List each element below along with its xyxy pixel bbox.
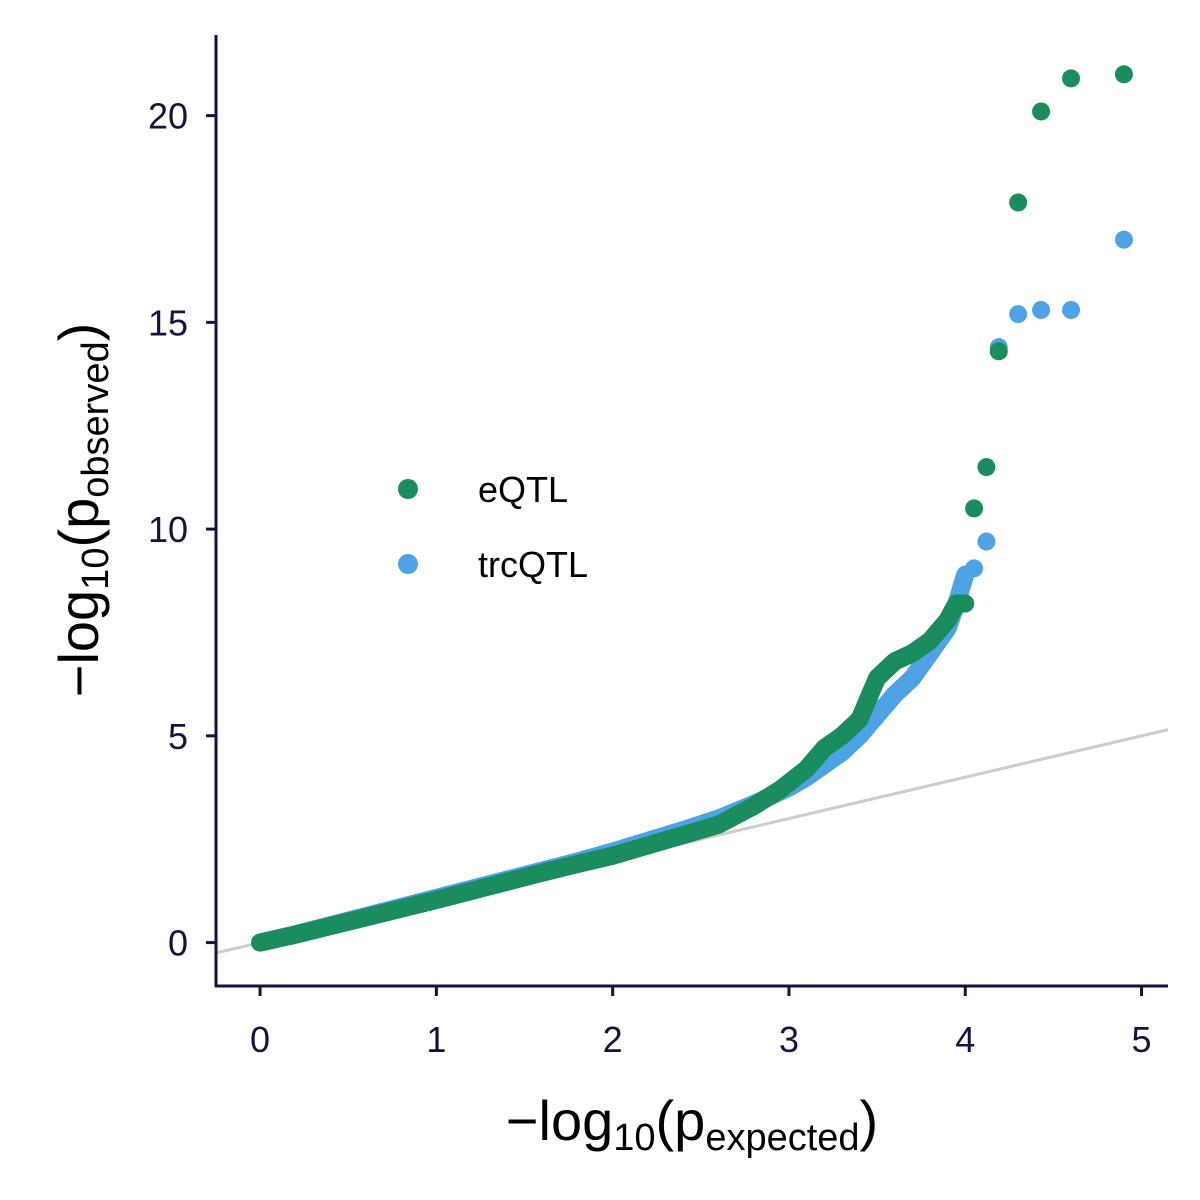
x-axis-title-close: )	[860, 1089, 879, 1152]
data-point-trcqtl	[1009, 305, 1028, 324]
x-axis-title-prefix: −log	[506, 1089, 613, 1152]
x-tick-label: 2	[603, 1019, 623, 1060]
series-trcqtl	[251, 230, 1133, 952]
x-tick-label: 5	[1132, 1019, 1152, 1060]
data-point-eqtl	[977, 458, 996, 477]
data-point-trcqtl	[1032, 300, 1051, 319]
y-axis-title-open: (p	[47, 498, 110, 548]
legend-label-eqtl: eQTL	[478, 469, 568, 510]
x-tick-label: 0	[250, 1019, 270, 1060]
x-axis-title-open: (p	[656, 1089, 706, 1152]
x-tick-label: 3	[779, 1019, 799, 1060]
legend-marker-trcqtl	[398, 554, 418, 574]
legend: eQTL trcQTL	[398, 469, 588, 585]
points-layer	[251, 65, 1133, 952]
y-tick-label: 15	[148, 302, 188, 343]
data-point-eqtl	[1062, 69, 1081, 88]
data-point-eqtl	[965, 499, 984, 518]
data-point-trcqtl	[1062, 300, 1081, 319]
y-axis-title-sub: 10	[75, 548, 117, 590]
y-tick-label: 20	[148, 96, 188, 137]
legend-label-trcqtl: trcQTL	[478, 544, 588, 585]
y-axis-title: −log10(pobserved)	[47, 323, 117, 698]
y-tick-label: 0	[168, 923, 188, 964]
data-point-eqtl	[1032, 102, 1051, 121]
x-tick-label: 4	[955, 1019, 975, 1060]
x-axis-title: −log10(pexpected)	[506, 1089, 878, 1159]
x-axis-title-psub: expected	[705, 1117, 859, 1159]
data-point-trcqtl	[1114, 230, 1133, 249]
data-point-eqtl	[956, 594, 975, 613]
data-point-trcqtl	[977, 532, 996, 551]
y-tick-label: 5	[168, 716, 188, 757]
y-axis-title-close: )	[47, 323, 110, 342]
x-axis-title-sub: 10	[613, 1117, 655, 1159]
series-eqtl	[251, 65, 1133, 952]
data-point-eqtl	[1009, 193, 1028, 212]
legend-marker-eqtl	[398, 479, 418, 499]
x-tick-label: 1	[426, 1019, 446, 1060]
data-point-trcqtl	[965, 559, 984, 578]
y-tick-label: 10	[148, 509, 188, 550]
data-point-eqtl	[989, 342, 1008, 361]
axes-layer	[214, 35, 1168, 988]
ticks-layer: 0 1 2 3 4 5 0 5 10 15 20	[148, 96, 1152, 1060]
data-point-eqtl	[1114, 65, 1133, 84]
y-axis-title-psub: observed	[75, 341, 117, 497]
y-axis-title-prefix: −log	[47, 590, 110, 697]
